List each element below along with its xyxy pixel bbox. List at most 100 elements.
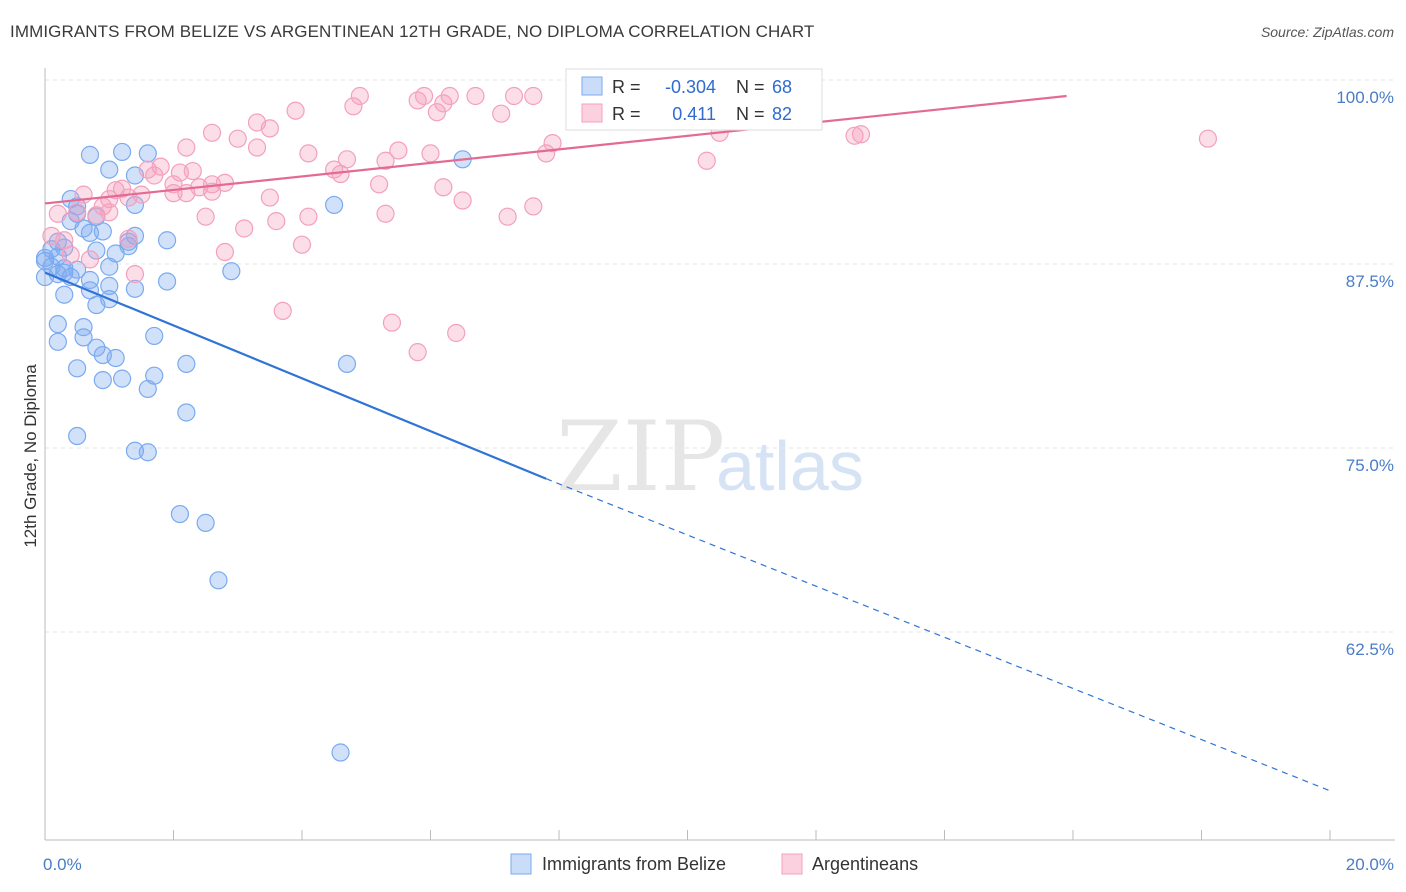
data-point bbox=[466, 86, 485, 106]
series-legend: Immigrants from Belize Argentineans bbox=[510, 853, 918, 875]
data-point bbox=[537, 144, 556, 163]
bottom-legend-label-belize: Immigrants from Belize bbox=[542, 854, 726, 874]
data-point bbox=[337, 354, 357, 374]
data-point bbox=[170, 504, 190, 524]
data-point bbox=[299, 144, 318, 163]
data-point bbox=[196, 513, 215, 532]
data-point bbox=[421, 144, 440, 163]
data-point bbox=[74, 318, 93, 337]
trend-line-belize bbox=[44, 271, 547, 480]
data-point bbox=[87, 295, 106, 315]
data-point bbox=[331, 743, 350, 762]
data-point bbox=[273, 301, 292, 321]
data-point bbox=[177, 354, 196, 374]
x-tick-label: 0.0% bbox=[43, 855, 82, 874]
data-point bbox=[370, 175, 389, 194]
data-point bbox=[202, 123, 222, 142]
data-point bbox=[228, 129, 247, 148]
data-point bbox=[145, 326, 164, 346]
data-point bbox=[100, 257, 119, 276]
data-point bbox=[93, 222, 112, 241]
legend-r-label-2: R = bbox=[612, 104, 641, 124]
bottom-legend-swatch-belize bbox=[510, 853, 532, 875]
data-point bbox=[453, 191, 472, 210]
data-point bbox=[299, 207, 318, 226]
data-point bbox=[74, 219, 93, 238]
data-point bbox=[125, 265, 145, 284]
data-point bbox=[325, 195, 344, 215]
data-point bbox=[35, 248, 55, 268]
data-point bbox=[434, 178, 453, 197]
data-point bbox=[215, 242, 234, 262]
data-point bbox=[408, 343, 427, 362]
data-point bbox=[93, 370, 112, 390]
data-point bbox=[68, 359, 87, 378]
data-point bbox=[209, 571, 228, 590]
data-point bbox=[498, 207, 517, 226]
data-point bbox=[35, 267, 55, 287]
data-point bbox=[440, 86, 459, 106]
chart-title: IMMIGRANTS FROM BELIZE VS ARGENTINEAN 12… bbox=[10, 22, 815, 41]
data-point bbox=[292, 235, 312, 254]
data-point bbox=[414, 86, 434, 106]
data-point bbox=[447, 323, 466, 343]
data-point bbox=[260, 188, 279, 207]
legend-n-label-2: N = bbox=[736, 104, 765, 124]
data-point bbox=[125, 195, 145, 215]
trend-line-belize-extrapolated bbox=[545, 478, 1331, 792]
data-point bbox=[157, 272, 177, 291]
source-credit: Source: ZipAtlas.com bbox=[1260, 24, 1394, 40]
data-point bbox=[1198, 129, 1218, 148]
data-point bbox=[48, 204, 67, 223]
data-point bbox=[100, 160, 119, 179]
data-point bbox=[112, 142, 132, 162]
data-point bbox=[93, 345, 112, 365]
data-point bbox=[119, 237, 138, 256]
data-point bbox=[382, 313, 402, 332]
data-point bbox=[222, 262, 241, 281]
watermark-atlas: atlas bbox=[716, 427, 864, 505]
trend-line-argentineans bbox=[44, 94, 1067, 205]
data-point bbox=[697, 151, 716, 170]
data-point bbox=[125, 279, 145, 298]
data-point bbox=[74, 328, 93, 347]
data-point bbox=[845, 126, 864, 145]
data-point bbox=[183, 161, 202, 181]
x-tick-label: 20.0% bbox=[1346, 855, 1394, 874]
data-point bbox=[100, 276, 119, 295]
legend-swatch-belize bbox=[581, 76, 603, 96]
data-point bbox=[145, 166, 164, 185]
data-point bbox=[138, 144, 157, 163]
data-point bbox=[80, 270, 100, 290]
data-point bbox=[87, 338, 106, 357]
legend-box bbox=[565, 68, 823, 131]
data-point bbox=[112, 179, 132, 198]
legend-n-value-1: 68 bbox=[772, 77, 792, 97]
data-point bbox=[177, 403, 196, 422]
legend-r-value-2: 0.411 bbox=[672, 104, 716, 124]
trend-lines bbox=[44, 94, 1331, 792]
y-tick-label: 62.5% bbox=[1346, 640, 1394, 659]
axes: 100.0% 87.5% 75.0% 62.5% 0.0% 20.0% bbox=[43, 68, 1395, 874]
data-point bbox=[492, 104, 511, 123]
data-point bbox=[196, 207, 215, 226]
data-point bbox=[80, 145, 100, 164]
y-tick-label: 100.0% bbox=[1336, 88, 1394, 107]
bottom-legend-label-argentineans: Argentineans bbox=[812, 854, 918, 874]
data-point bbox=[68, 426, 87, 446]
data-point bbox=[434, 94, 453, 113]
data-point bbox=[138, 443, 157, 462]
data-point bbox=[376, 151, 395, 170]
data-point bbox=[337, 150, 357, 169]
bottom-legend-swatch-argentineans bbox=[781, 853, 803, 875]
data-point bbox=[247, 138, 267, 157]
data-point bbox=[61, 245, 80, 265]
data-point bbox=[851, 125, 871, 144]
legend-n-label-1: N = bbox=[736, 77, 765, 97]
data-point bbox=[260, 119, 279, 138]
correlation-legend: R = -0.304 N = 68 R = 0.411 N = 82 bbox=[565, 68, 823, 131]
data-point bbox=[350, 86, 369, 106]
data-point bbox=[48, 315, 67, 334]
data-point bbox=[119, 229, 138, 248]
